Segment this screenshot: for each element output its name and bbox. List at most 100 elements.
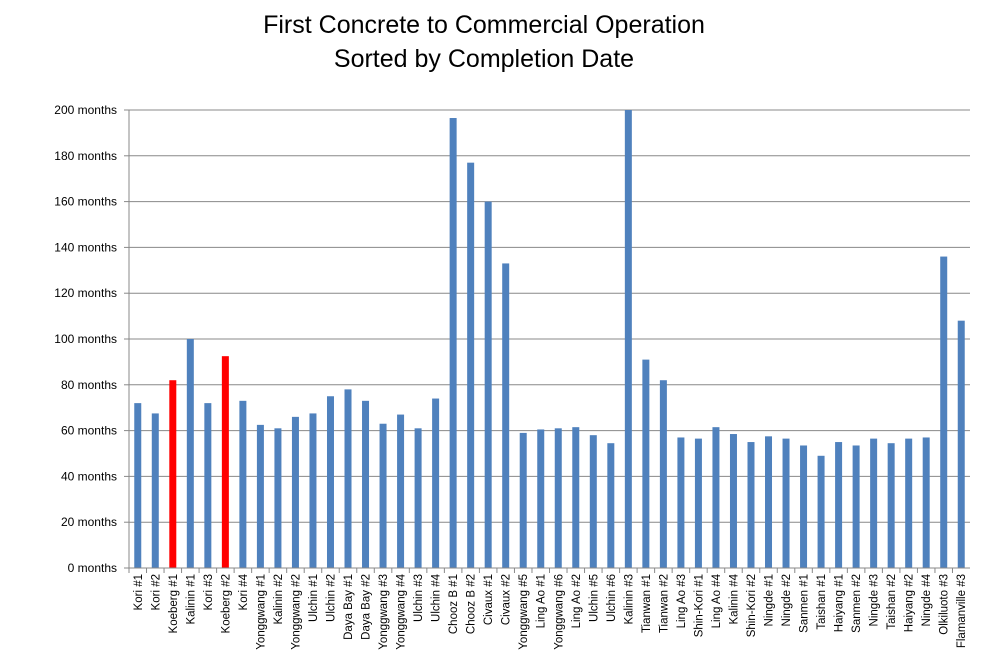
bar [344,389,352,568]
x-tick-label: Kori #2 [150,574,162,610]
bar [309,413,317,568]
bar [905,438,913,568]
axes [128,110,970,569]
x-tick-label: Civaux #1 [483,574,495,625]
bar [326,396,334,568]
bar [449,118,457,568]
bar [291,416,299,568]
bar [274,428,282,568]
y-tick-label: 180 months [54,149,117,163]
y-axis-tick-labels: 0 months 20 months 40 months 60 months 80 mo… [54,103,117,575]
x-tick-label: Sanmen #1 [799,574,811,633]
bar [940,256,948,568]
bar [134,403,142,568]
x-tick-label: Ling Ao #2 [571,574,583,628]
x-tick-label: Olkiluoto #3 [939,574,951,635]
x-tick-label: Yonggwang #6 [553,574,565,650]
x-axis-category-labels: Kori #1 Kori #2 Koeberg #1 Kalinin #1 Kori #… [133,573,968,649]
x-tick-label: Yonggwang #2 [290,574,302,650]
x-tick-label: Koeberg #2 [220,574,232,633]
bar [835,442,843,568]
x-tick-label: Ningde #2 [781,574,793,626]
bar [572,427,580,568]
x-tick-label: Yonggwang #1 [255,574,267,650]
bar [957,320,965,568]
x-tick-label: Haiyang #2 [904,574,916,632]
bar [204,403,212,568]
y-tick-label: 160 months [54,195,117,209]
x-tick-label: Daya Bay #2 [361,574,373,640]
x-tick-label: Taishan #1 [816,574,828,630]
x-tick-label: Ling Ao #3 [676,574,688,628]
x-tick-label: Ningde #4 [921,573,933,626]
bar [502,263,510,568]
bar [256,424,264,568]
x-tick-label: Kori #1 [133,574,145,610]
x-tick-label: Koeberg #1 [168,574,180,633]
bar [414,428,422,568]
bar [221,356,229,568]
chart-title-line-2: Sorted by Completion Date [333,45,635,73]
y-tick-label: 100 months [54,332,117,346]
y-tick-label: 40 months [61,469,117,483]
x-tick-label: Civaux #2 [501,574,513,625]
bar [712,427,720,568]
x-tick-label: Kori #3 [203,574,215,610]
bar [467,162,475,569]
y-tick-label: 120 months [54,286,117,300]
bar [432,398,440,568]
bar [186,339,194,568]
x-tick-label: Kalinin #2 [273,574,285,625]
bar [239,400,247,568]
bar [870,438,878,568]
chart-title: First Concrete to Commercial Operation S… [0,8,968,76]
x-tick-label: Kalinin #3 [623,574,635,625]
x-tick-label: Ling Ao #1 [536,574,548,628]
bar [782,438,790,568]
y-tick-label: 0 months [68,561,117,575]
bar [677,437,685,568]
y-tick-label: 80 months [61,378,117,392]
bar [747,442,755,568]
x-tick-label: Chooz B #1 [448,574,460,634]
x-tick-label: Kalinin #4 [728,573,740,624]
bar [765,436,773,568]
x-tick-label: Shin-Kori #1 [693,574,705,637]
x-tick-label: Kalinin #1 [185,574,197,625]
bar [852,445,860,568]
x-tick-label: Ulchin #5 [588,574,600,622]
x-tick-label: Yonggwang #3 [378,574,390,650]
bar [659,380,667,568]
bar [397,414,405,568]
x-tick-label: Flamanville #3 [956,574,968,648]
x-tick-label: Ulchin #3 [413,574,425,622]
bar [800,445,808,568]
x-tick-label: Yonggwang #4 [396,573,408,649]
x-tick-label: Yonggwang #5 [518,574,530,650]
bar [589,435,597,568]
x-tick-label: Ulchin #6 [606,574,618,622]
x-tick-label: Tianwan #1 [641,574,653,633]
x-tick-label: Tianwan #2 [658,574,670,633]
x-tick-label: Kori #4 [238,573,250,610]
bar [729,434,737,568]
bar [887,443,895,568]
x-tick-label: Ningde #1 [764,574,776,626]
bar [817,455,825,568]
x-tick-label: Sanmen #2 [851,574,863,633]
x-tick-label: Ningde #3 [869,574,881,626]
y-tick-label: 20 months [61,515,117,529]
x-tick-label: Shin-Kori #2 [746,574,758,637]
y-tick-label: 60 months [61,424,117,438]
bar [607,443,615,568]
bar [922,437,930,568]
gridlines [124,109,970,569]
x-tick-label: Haiyang #1 [834,574,846,632]
bars [128,110,965,573]
bar [554,428,562,568]
bar [624,110,632,568]
bar [362,400,370,568]
x-tick-label: Ulchin #2 [325,574,337,622]
bar [694,438,702,568]
